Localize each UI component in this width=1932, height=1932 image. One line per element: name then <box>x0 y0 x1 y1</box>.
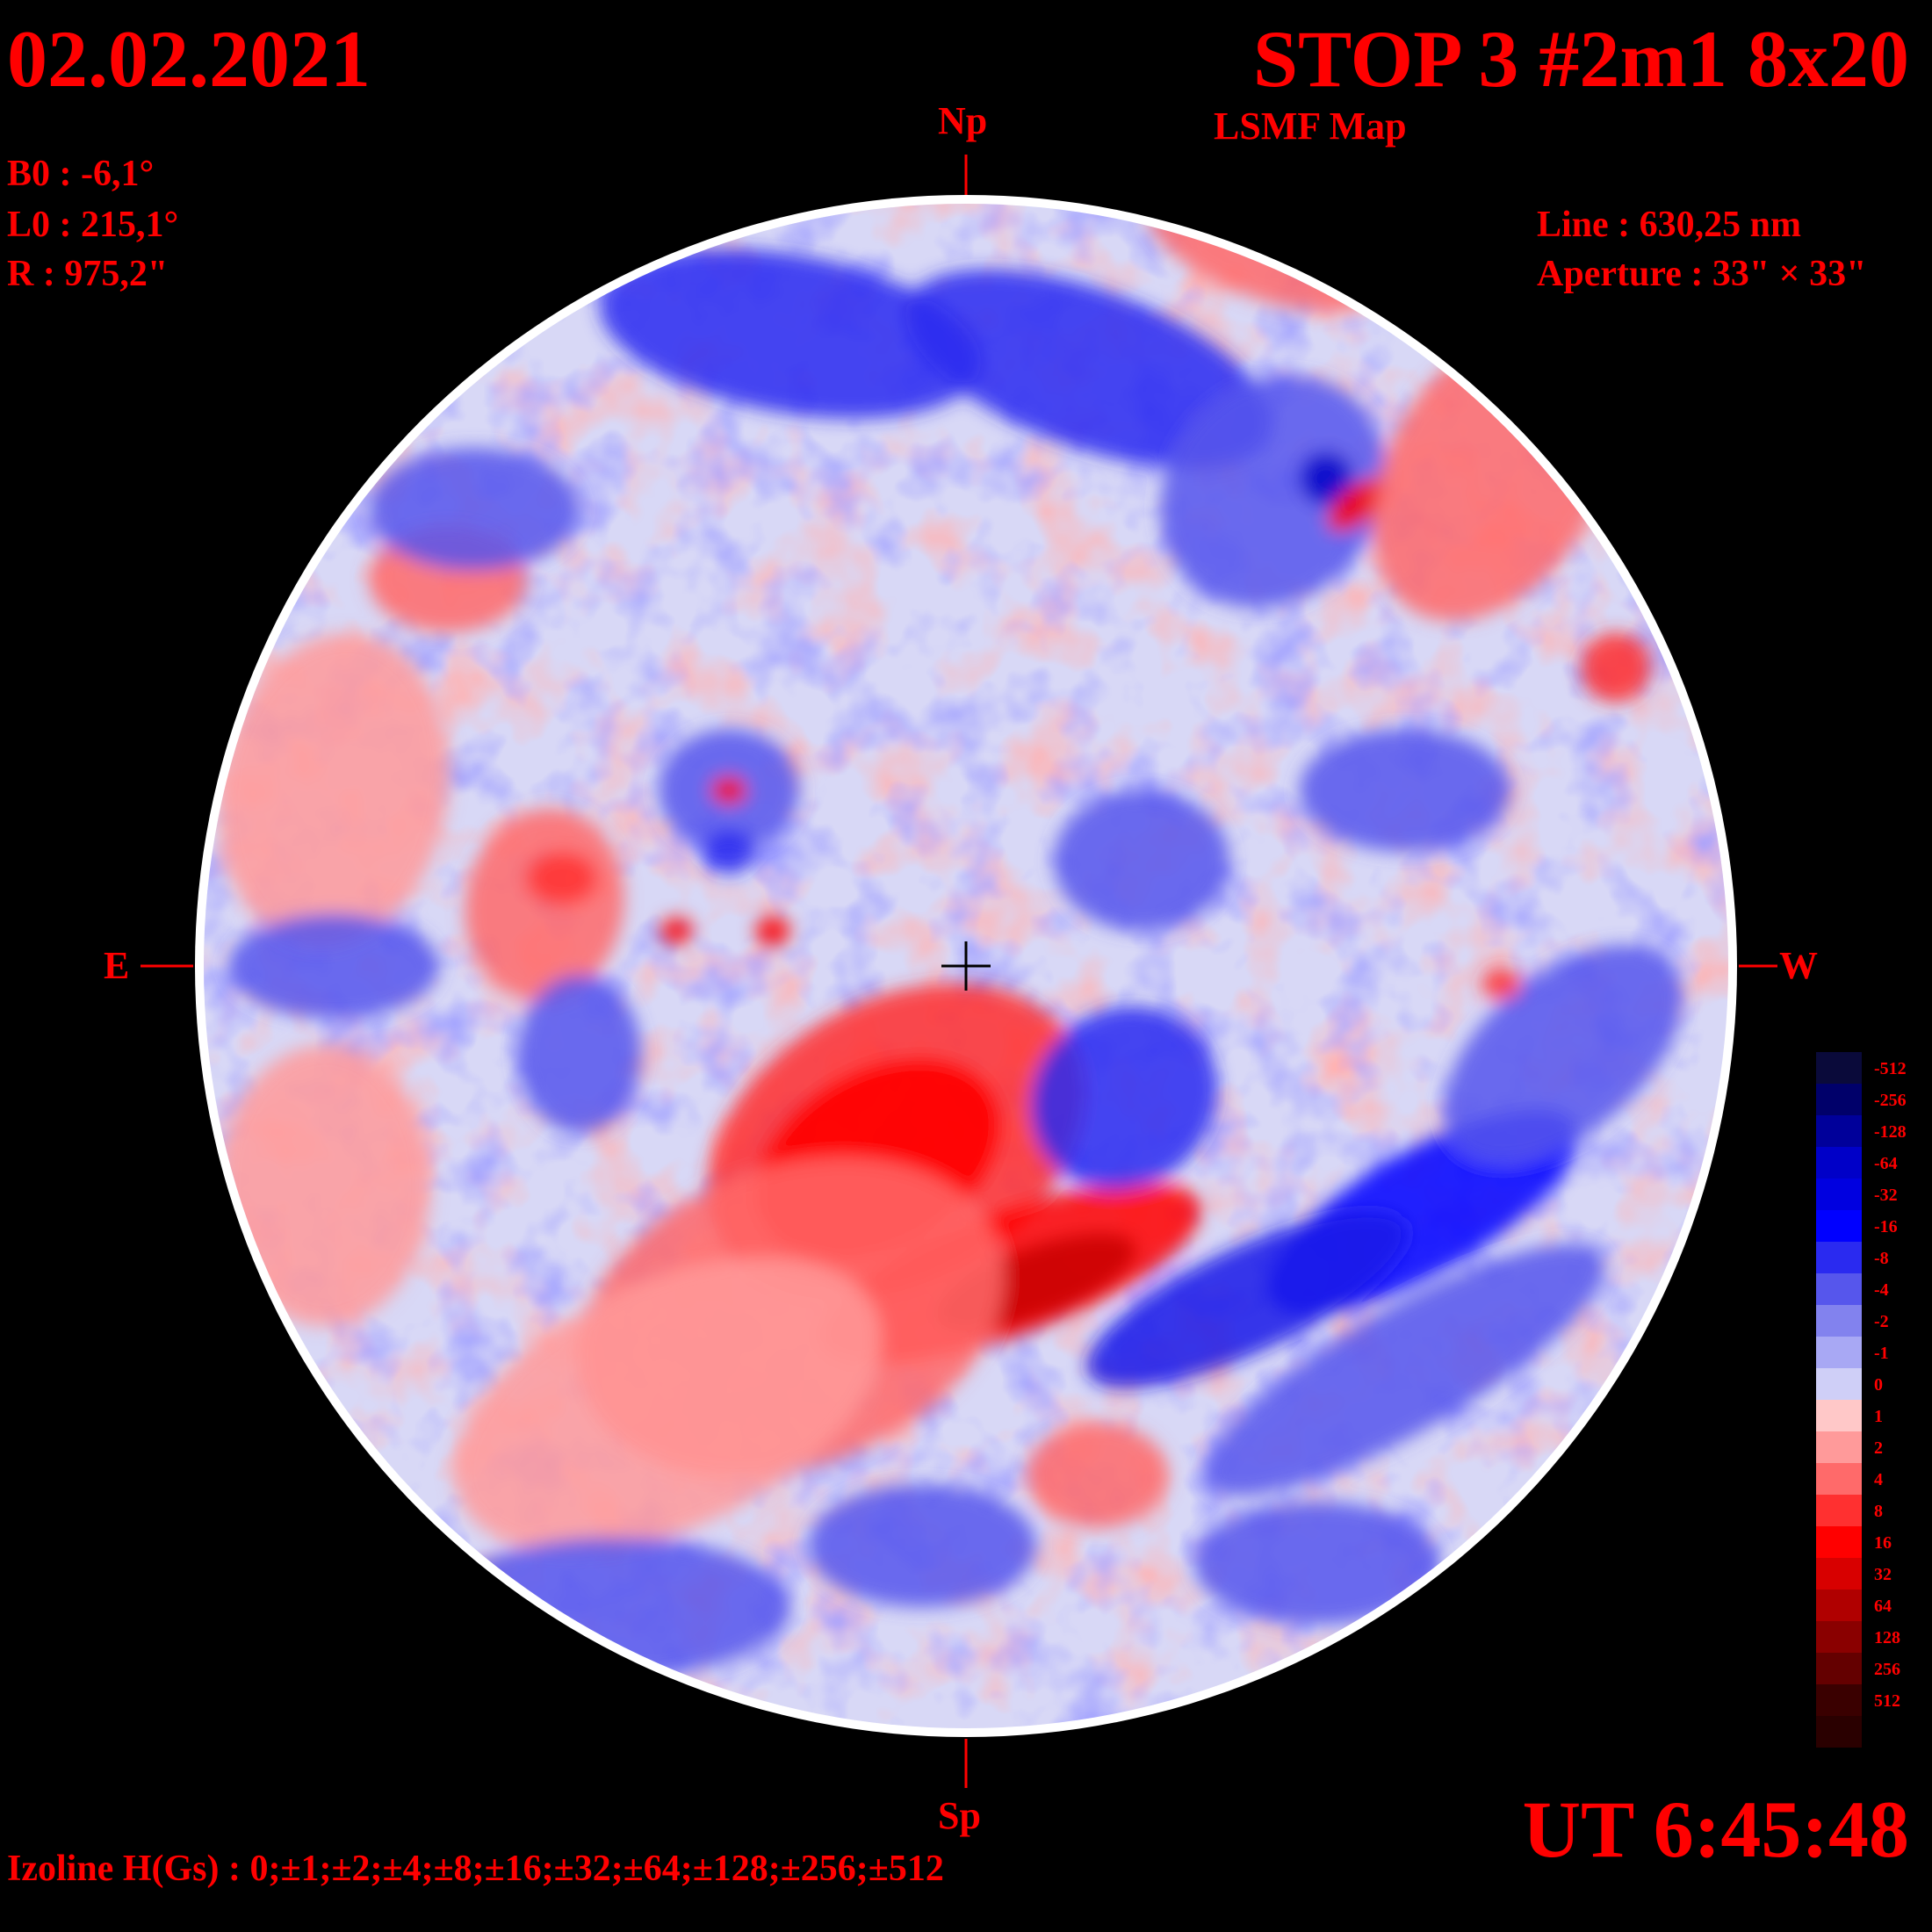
param-line: Line : 630,25 nm <box>1537 205 1802 245</box>
field-region <box>703 830 755 874</box>
legend-swatch <box>1816 1210 1862 1242</box>
legend-label: -256 <box>1874 1091 1907 1110</box>
legend-swatch <box>1816 1368 1862 1400</box>
field-region <box>1194 1502 1440 1625</box>
legend-swatch <box>1816 1495 1862 1526</box>
field-region <box>527 852 597 905</box>
field-region <box>1085 1211 1409 1388</box>
field-region <box>599 249 982 419</box>
legend-label: -2 <box>1874 1312 1889 1331</box>
field-region <box>905 269 1273 469</box>
direction-south-label: Sp <box>938 1794 981 1837</box>
legend-swatch <box>1816 1052 1862 1084</box>
legend-swatch <box>1816 1431 1862 1463</box>
legend-label: -512 <box>1874 1059 1907 1078</box>
param-l0: L0 : 215,1° <box>7 205 179 245</box>
param-b0: B0 : -6,1° <box>7 154 155 194</box>
observation-date: 02.02.2021 <box>7 14 371 104</box>
legend-swatch <box>1816 1558 1862 1590</box>
legend-label: 64 <box>1874 1597 1892 1616</box>
field-region <box>1444 945 1683 1163</box>
direction-west-label: W <box>1779 944 1818 987</box>
color-legend-bar <box>1816 1052 1862 1748</box>
legend-swatch <box>1816 1590 1862 1621</box>
direction-north-label: Np <box>938 99 988 142</box>
field-region <box>518 975 641 1133</box>
legend-label: 16 <box>1874 1533 1892 1553</box>
field-region <box>1327 479 1387 531</box>
legend-label: -8 <box>1874 1249 1889 1268</box>
field-region <box>1205 1244 1605 1496</box>
map-title: STOP 3 #2m1 8x20 <box>1252 14 1909 104</box>
legend-swatch <box>1816 1242 1862 1273</box>
legend-label: 2 <box>1874 1438 1883 1458</box>
param-aperture: Aperture : 33" × 33" <box>1537 254 1867 294</box>
field-region <box>369 448 580 571</box>
legend-label: 0 <box>1874 1375 1883 1395</box>
legend-label: 256 <box>1874 1660 1900 1679</box>
field-region <box>465 808 624 1001</box>
field-region <box>1027 1423 1168 1528</box>
direction-east-label: E <box>104 944 130 987</box>
legend-swatch <box>1816 1273 1862 1305</box>
legend-swatch <box>1816 1716 1862 1748</box>
legend-swatch <box>1816 1305 1862 1337</box>
field-region <box>1482 968 1521 999</box>
legend-label: -128 <box>1874 1122 1907 1142</box>
legend-swatch <box>1816 1400 1862 1431</box>
solar-disk <box>204 204 1728 1728</box>
legend-label: 128 <box>1874 1628 1900 1647</box>
field-region <box>755 915 790 947</box>
legend-swatch <box>1816 1337 1862 1368</box>
param-r: R : 975,2" <box>7 254 169 294</box>
map-subtitle: LSMF Map <box>1214 105 1407 148</box>
legend-label: 4 <box>1874 1470 1883 1489</box>
legend-swatch <box>1816 1463 1862 1495</box>
field-region <box>454 1258 881 1553</box>
field-region <box>228 913 439 1019</box>
legend-label: -4 <box>1874 1280 1889 1300</box>
legend-swatch <box>1816 1526 1862 1558</box>
ut-time: UT 6:45:48 <box>1522 1784 1909 1874</box>
field-region <box>660 917 692 945</box>
legend-swatch <box>1816 1684 1862 1716</box>
legend-label: 1 <box>1874 1407 1883 1426</box>
legend-swatch <box>1816 1179 1862 1210</box>
legend-label: 512 <box>1874 1691 1900 1711</box>
legend-label: -16 <box>1874 1217 1898 1236</box>
legend-swatch <box>1816 1147 1862 1179</box>
center-crosshair-icon <box>941 941 991 991</box>
legend-swatch <box>1816 1115 1862 1147</box>
field-region <box>808 1484 1036 1607</box>
legend-swatch <box>1816 1653 1862 1684</box>
field-region <box>218 633 450 948</box>
field-region <box>1300 729 1510 852</box>
field-region <box>1581 632 1651 703</box>
legend-label: -32 <box>1874 1186 1898 1205</box>
legend-label: 8 <box>1874 1502 1883 1521</box>
field-region <box>220 1045 430 1326</box>
legend-label: -1 <box>1874 1344 1889 1363</box>
field-region <box>439 1537 790 1677</box>
field-region <box>1031 1006 1217 1190</box>
legend-label: 32 <box>1874 1565 1892 1584</box>
field-region <box>1300 452 1352 505</box>
field-region <box>711 776 746 804</box>
legend-swatch <box>1816 1084 1862 1115</box>
izoline-levels: Izoline H(Gs) : 0;±1;±2;±4;±8;±16;±32;±6… <box>7 1849 944 1889</box>
field-region <box>1054 790 1229 931</box>
legend-label: -64 <box>1874 1154 1898 1173</box>
field-region <box>1160 375 1387 609</box>
legend-swatch <box>1816 1621 1862 1653</box>
